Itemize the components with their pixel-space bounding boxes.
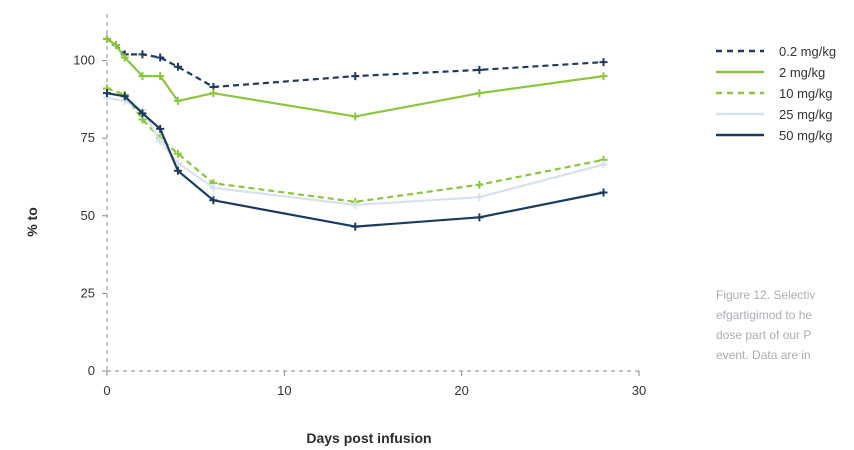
data-point (209, 196, 218, 205)
y-tick-label: 25 (81, 285, 95, 300)
data-point (599, 160, 608, 169)
data-point (351, 200, 360, 209)
data-point (599, 188, 608, 197)
series-1 (103, 34, 608, 91)
x-tick-label: 0 (103, 383, 110, 398)
data-point (209, 89, 218, 98)
data-point (156, 124, 165, 133)
data-point (103, 89, 111, 98)
y-tick-label: 0 (88, 363, 95, 378)
caption-line: dose part of our P (716, 328, 812, 342)
legend-label: 10 mg/kg (779, 86, 832, 101)
caption-line: event. Data are in (716, 348, 811, 362)
legend-item: 25 mg/kg (716, 107, 832, 122)
x-tick-label: 30 (632, 383, 646, 398)
series-line (106, 87, 604, 203)
legend: 0.2 mg/kg 2 mg/kg 10 mg/kg 25 mg/kg 50 mg/kg (716, 44, 836, 143)
data-point (475, 180, 484, 189)
tick-labels: 0 25 50 75 100 0 10 20 30 (73, 53, 646, 398)
data-point (351, 222, 360, 231)
data-point (599, 72, 608, 81)
data-point (351, 72, 360, 81)
caption-line: Figure 12. Selectiv (716, 288, 816, 302)
legend-label: 2 mg/kg (779, 65, 825, 80)
data-point (599, 58, 608, 67)
y-tick-label: 50 (81, 208, 95, 223)
y-tick-label: 100 (73, 53, 95, 68)
data-point (138, 50, 147, 59)
legend-item: 50 mg/kg (716, 128, 832, 143)
data-point (156, 72, 165, 81)
data-point (120, 53, 129, 62)
legend-label: 0.2 mg/kg (779, 44, 836, 59)
data-point (103, 34, 111, 43)
legend-item: 2 mg/kg (716, 65, 825, 80)
data-point (475, 213, 484, 222)
caption-line: efgartigimod to he (716, 308, 813, 322)
axes (106, 14, 639, 372)
data-point (173, 62, 182, 71)
y-axis-title: % to (24, 207, 40, 237)
x-tick-label: 20 (454, 383, 468, 398)
legend-item: 10 mg/kg (716, 86, 832, 101)
data-point (138, 72, 147, 81)
x-tick-label: 10 (277, 383, 291, 398)
figure-caption: Figure 12. Selectiv efgartigimod to he d… (716, 285, 854, 365)
y-tick-label: 75 (81, 130, 95, 145)
data-point (173, 149, 182, 158)
data-point (475, 89, 484, 98)
series-2 (103, 34, 608, 121)
series-5 (103, 89, 608, 231)
data-point (156, 137, 165, 146)
series-line (106, 37, 604, 118)
data-point (351, 112, 360, 121)
legend-label: 50 mg/kg (779, 128, 832, 143)
legend-label: 25 mg/kg (779, 107, 832, 122)
data-point (209, 183, 218, 192)
data-point (173, 96, 182, 105)
data-point (138, 109, 147, 118)
data-point (475, 65, 484, 74)
series-line (106, 37, 604, 89)
data-point (156, 53, 165, 62)
data-point (475, 193, 484, 202)
series-4 (103, 93, 608, 209)
data-point (111, 41, 120, 50)
data-point (173, 166, 182, 175)
series-layer (103, 34, 608, 231)
legend-item: 0.2 mg/kg (716, 44, 836, 59)
data-point (120, 92, 129, 101)
x-axis-title: Days post infusion (306, 430, 431, 446)
